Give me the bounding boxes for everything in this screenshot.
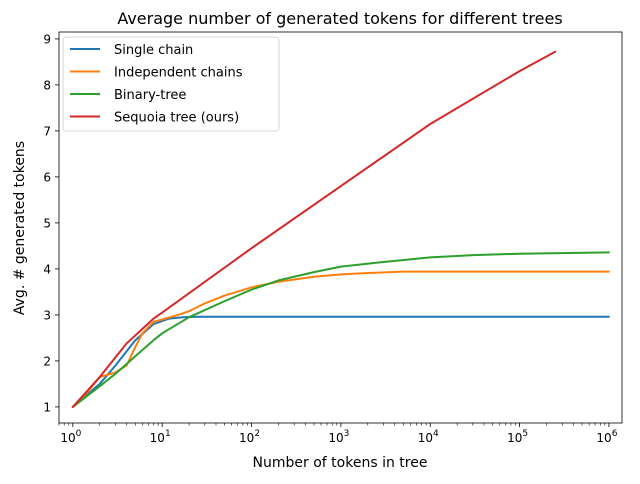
legend-label-4: Sequoia tree (ours) [114, 111, 239, 126]
y-tick-label: 6 [43, 170, 51, 184]
legend-label-2: Independent chains [114, 66, 243, 81]
legend: Single chain Independent chains Binary-tre… [62, 36, 280, 132]
y-tick-label: 3 [43, 308, 51, 322]
series-line-1 [71, 315, 610, 408]
legend-frame [62, 36, 280, 132]
y-tick-label: 8 [43, 78, 51, 92]
series-layer [71, 50, 610, 408]
y-axis: 1 2 3 4 5 6 7 8 9 [43, 32, 59, 414]
x-tick-label: 102 [239, 429, 260, 445]
y-tick-label: 1 [43, 400, 51, 414]
x-axis-label: Number of tokens in tree [253, 455, 428, 471]
legend-label-1: Single chain [114, 43, 193, 58]
x-tick-label: 104 [418, 429, 439, 445]
y-tick-label: 9 [43, 32, 51, 46]
y-tick-label: 4 [43, 262, 51, 276]
series-line-3 [71, 251, 610, 408]
x-axis: 100 101 102 103 104 105 106 [58, 423, 618, 445]
y-tick-label: 5 [43, 216, 51, 230]
series-line-4 [71, 50, 557, 408]
chart-title: Average number of generated tokens for d… [117, 9, 562, 28]
x-tick-label: 103 [328, 429, 349, 445]
legend-items: Single chain Independent chains Binary-tre… [70, 43, 243, 126]
x-tick-label: 101 [150, 429, 171, 445]
y-tick-label: 7 [43, 124, 51, 138]
x-tick-label: 106 [596, 429, 617, 445]
y-tick-label: 2 [43, 354, 51, 368]
legend-label-3: Binary-tree [114, 88, 186, 103]
x-tick-label: 100 [60, 429, 81, 445]
y-axis-label: Avg. # generated tokens [12, 141, 28, 315]
x-tick-label: 105 [507, 429, 528, 445]
